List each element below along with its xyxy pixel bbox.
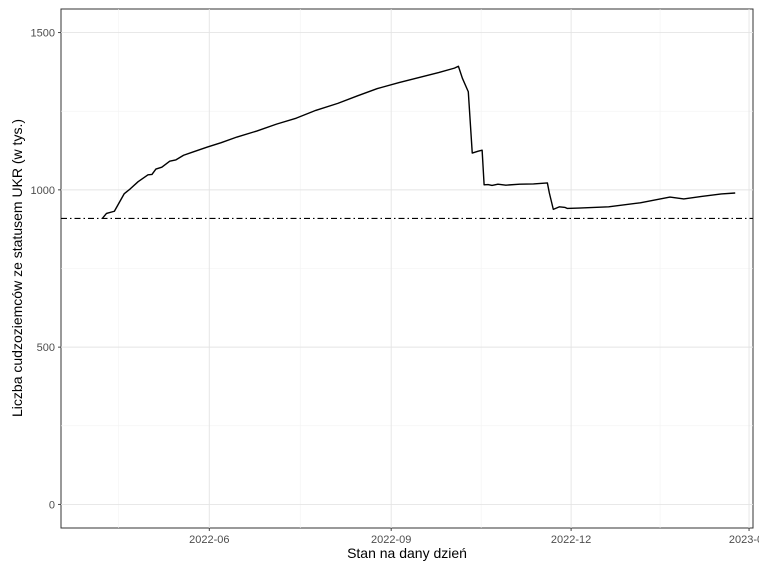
- major-gridlines: [61, 9, 753, 528]
- x-tick-label: 2022-09: [371, 534, 411, 546]
- y-tick-label: 500: [37, 342, 55, 354]
- x-tick-label: 2023-03: [729, 534, 759, 546]
- x-axis-title: Stan na dany dzień: [347, 545, 467, 561]
- x-axis-ticks: 2022-06 2022-09 2022-12 2023-03: [189, 528, 759, 546]
- x-tick-label: 2022-06: [189, 534, 229, 546]
- y-tick-label: 1000: [31, 185, 55, 197]
- y-tick-label: 0: [49, 499, 55, 511]
- y-axis-ticks: 0 500 1000 1500: [31, 28, 61, 511]
- x-tick-label: 2022-12: [551, 534, 591, 546]
- series-line: [101, 65, 736, 219]
- y-axis-title: Liczba cudzoziemców ze statusem UKR (w t…: [9, 119, 25, 417]
- minor-gridlines: [61, 9, 753, 528]
- y-tick-label: 1500: [31, 28, 55, 40]
